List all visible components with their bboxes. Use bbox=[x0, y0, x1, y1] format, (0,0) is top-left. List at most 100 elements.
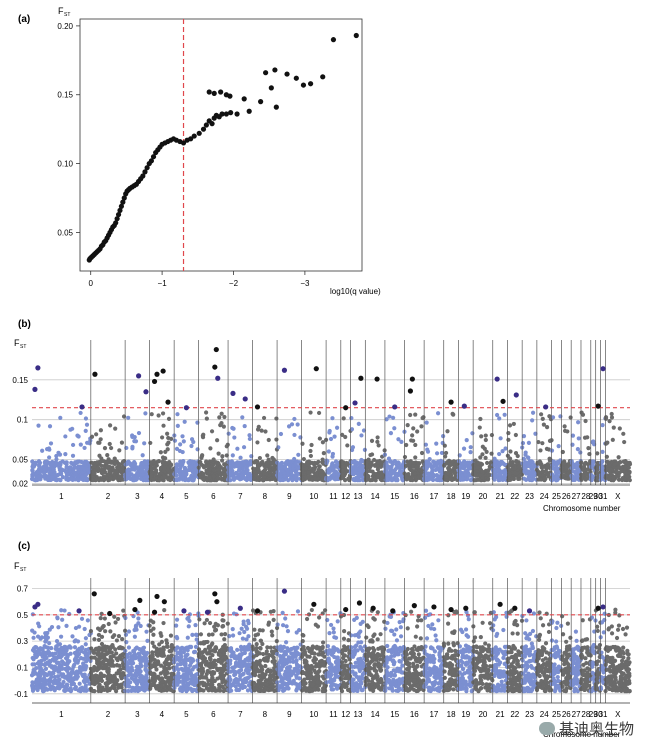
y-tick-label: 0.10 bbox=[57, 160, 73, 169]
snp-point bbox=[240, 636, 245, 641]
snp-point bbox=[590, 462, 595, 467]
snp-point bbox=[143, 676, 149, 682]
snp-point bbox=[282, 473, 287, 479]
chromosome-label: 12 bbox=[341, 492, 350, 501]
snp-point bbox=[242, 423, 247, 429]
snp-point bbox=[158, 465, 164, 471]
snp-point bbox=[121, 608, 126, 613]
snp-point bbox=[104, 460, 109, 465]
snp-point bbox=[56, 648, 61, 653]
snp-point bbox=[253, 663, 258, 668]
snp-point bbox=[211, 468, 217, 473]
snp-point bbox=[165, 464, 171, 470]
snp-point bbox=[200, 453, 205, 458]
snp-point bbox=[350, 466, 355, 471]
snp-point bbox=[204, 459, 209, 464]
panel-c-ylabel-sub: ST bbox=[20, 567, 26, 573]
snp-point bbox=[125, 654, 130, 660]
snp-point bbox=[47, 627, 52, 632]
snp-point bbox=[220, 458, 225, 463]
snp-point bbox=[73, 472, 78, 477]
snp-point bbox=[231, 680, 237, 685]
snp-point bbox=[55, 674, 61, 679]
snp-point bbox=[39, 671, 44, 676]
snp-point bbox=[493, 473, 499, 479]
snp-point bbox=[256, 688, 261, 693]
snp-point bbox=[586, 446, 591, 451]
snp-point bbox=[209, 672, 215, 678]
snp-point bbox=[585, 435, 590, 440]
snp-point bbox=[220, 680, 225, 685]
snp-point bbox=[154, 652, 159, 657]
snp-point bbox=[136, 621, 141, 626]
snp-point bbox=[166, 416, 172, 421]
snp-point bbox=[438, 475, 444, 481]
snp-point bbox=[478, 416, 483, 422]
snp-point bbox=[576, 436, 581, 441]
chromosome-label: 8 bbox=[263, 492, 268, 501]
snp-point bbox=[210, 641, 215, 646]
snp-point bbox=[616, 455, 621, 460]
snp-point bbox=[64, 666, 70, 671]
snp-point bbox=[132, 627, 137, 633]
snp-point bbox=[53, 472, 58, 478]
snp-point bbox=[351, 477, 356, 482]
snp-point bbox=[161, 423, 166, 428]
snp-point bbox=[204, 617, 210, 623]
snp-point bbox=[201, 432, 206, 437]
snp-point bbox=[333, 477, 338, 482]
snp-point bbox=[45, 687, 50, 692]
snp-point bbox=[75, 433, 80, 438]
snp-point bbox=[130, 446, 135, 451]
chromosome-label: 7 bbox=[238, 492, 243, 501]
snp-point bbox=[95, 460, 100, 465]
snp-point bbox=[32, 477, 37, 482]
snp-point bbox=[167, 460, 172, 465]
snp-point bbox=[229, 649, 234, 654]
snp-point bbox=[137, 651, 142, 656]
snp-point bbox=[387, 466, 393, 471]
snp-point bbox=[240, 651, 245, 656]
chromosome-label: 25 bbox=[552, 492, 561, 501]
snp-point bbox=[257, 455, 263, 461]
snp-point bbox=[161, 688, 166, 693]
snp-point bbox=[610, 437, 615, 442]
snp-point bbox=[424, 466, 429, 471]
snp-point bbox=[103, 681, 108, 686]
significant-snp bbox=[136, 373, 142, 379]
snp-point bbox=[334, 425, 340, 430]
snp-point bbox=[155, 662, 160, 667]
data-point bbox=[206, 89, 212, 95]
snp-point bbox=[219, 632, 224, 637]
snp-point bbox=[271, 655, 276, 660]
snp-point bbox=[450, 411, 455, 416]
snp-point bbox=[592, 442, 597, 447]
snp-point bbox=[154, 667, 159, 672]
snp-point bbox=[216, 682, 222, 687]
snp-point bbox=[227, 661, 233, 666]
snp-point bbox=[232, 435, 237, 440]
snp-point bbox=[238, 667, 244, 673]
snp-point bbox=[37, 624, 42, 629]
snp-point bbox=[541, 422, 546, 427]
snp-point bbox=[65, 477, 71, 482]
snp-point bbox=[441, 434, 446, 439]
snp-point bbox=[164, 674, 169, 680]
data-point bbox=[118, 203, 125, 209]
snp-point bbox=[439, 450, 445, 456]
snp-point bbox=[465, 460, 470, 465]
snp-point bbox=[74, 660, 79, 665]
snp-point bbox=[532, 473, 537, 478]
snp-point bbox=[625, 473, 630, 479]
snp-point bbox=[160, 459, 165, 464]
snp-point bbox=[527, 459, 532, 464]
snp-point bbox=[556, 444, 561, 449]
snp-point bbox=[343, 434, 348, 440]
snp-point bbox=[562, 461, 567, 466]
snp-point bbox=[32, 649, 37, 654]
data-point bbox=[234, 111, 240, 117]
snp-point bbox=[148, 686, 153, 691]
snp-point bbox=[175, 423, 180, 428]
significant-snp bbox=[409, 376, 415, 382]
snp-point bbox=[189, 437, 195, 442]
